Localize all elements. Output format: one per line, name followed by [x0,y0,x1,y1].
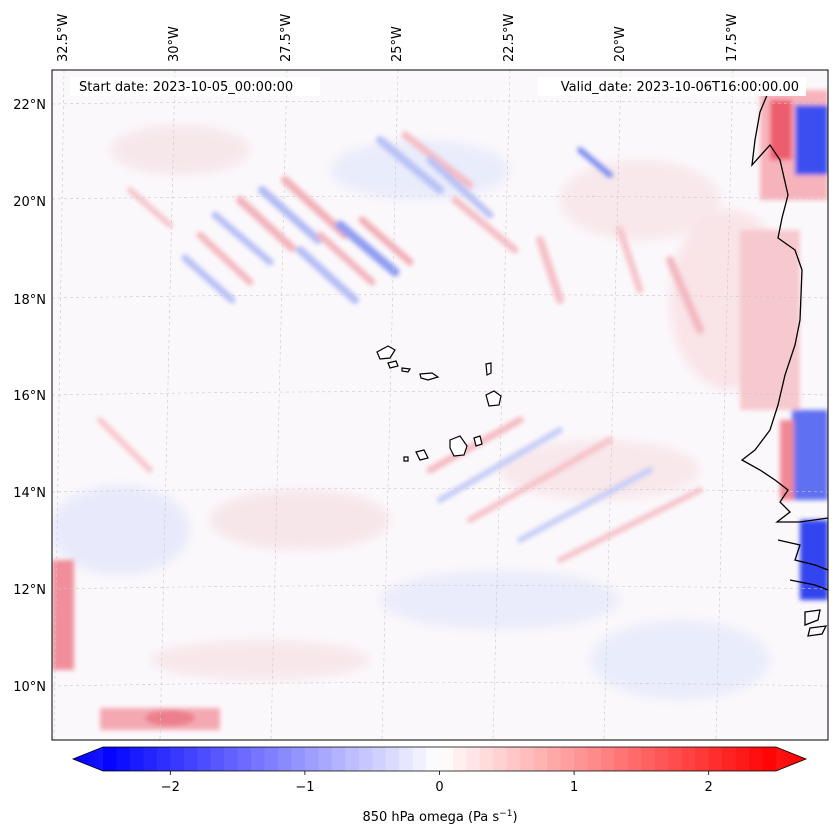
colorbar-band [277,747,292,771]
colorbar-band [708,747,723,771]
colorbar-band [722,747,737,771]
colorbar-band [183,747,198,771]
lat-label: 10°N [13,680,46,695]
colorbar-band [372,747,387,771]
gridlines [52,70,828,740]
colorbar-band [251,747,265,771]
colorbar-band [143,747,158,771]
colorbar-tick-label: 1 [570,780,578,795]
colorbar-tick-label: 2 [705,780,713,795]
colorbar-band [627,747,642,771]
colorbar-ticks: −2 −1 0 1 2 [161,771,713,795]
lon-label: 32.5°W [56,14,71,62]
lat-label: 18°N [13,293,46,308]
colorbar-band [156,747,171,771]
lat-label: 22°N [13,98,46,113]
colorbar-band [601,747,615,771]
lon-label: 25°W [390,26,405,62]
colorbar-band [668,747,683,771]
cape-verde-islands [376,345,502,462]
valid-date-label: Valid_date: 2023-10-06T16:00:00.00 [561,80,799,95]
colorbar-tick-label: −1 [295,780,314,795]
colorbar-band [291,747,306,771]
colorbar-band [641,747,656,771]
colorbar-band [493,747,508,771]
start-date-label: Start date: 2023-10-05_00:00:00 [79,80,293,95]
valid-date-box [538,77,806,96]
lon-label: 22.5°W [502,14,517,62]
lon-label: 27.5°W [279,14,294,62]
colorbar-tick-label: 0 [435,780,443,795]
lat-label: 14°N [13,486,46,501]
colorbar-band [735,747,750,771]
coastline [740,87,828,637]
lat-label: 20°N [13,195,46,210]
colorbar-band [345,747,360,771]
colorbar-outline [71,746,808,772]
colorbar-band [197,747,212,771]
colorbar-band [547,747,562,771]
colorbar-band [533,747,548,771]
colorbar-band [654,747,669,771]
colorbar-band [695,747,710,771]
colorbar-band [439,747,454,771]
map-frame [51,69,829,741]
lat-label: 16°N [13,389,46,404]
colorbar-label: 850 hPa omega (Pa s−1) [362,809,517,825]
colorbar-band [129,747,144,771]
colorbar-band [681,747,696,771]
colorbar-band [304,747,319,771]
colorbar-band [749,747,763,771]
colorbar: −2 −1 0 1 2 850 hPa omega (Pa s−1) [71,746,808,825]
omega-field [52,70,828,740]
colorbar-band [587,747,602,771]
colorbar-band [574,747,588,771]
colorbar-band [520,747,535,771]
colorbar-band [318,747,333,771]
colorbar-band [385,747,400,771]
colorbar-band [116,747,131,771]
colorbar-band [614,747,629,771]
colorbar-band [466,747,481,771]
colorbar-band [224,747,238,771]
colorbar-band [426,747,440,771]
lon-label: 20°W [613,26,628,62]
lon-label: 17.5°W [725,14,740,62]
colorbar-band [331,747,346,771]
colorbar-band [506,747,521,771]
start-date-box [70,77,320,96]
lon-label: 30°W [167,26,182,62]
colorbar-band [210,747,225,771]
colorbar-band [358,747,373,771]
colorbar-band [103,747,117,771]
colorbar-band [762,747,777,771]
lat-label: 12°N [13,583,46,598]
colorbar-band [560,747,575,771]
colorbar-band [237,747,252,771]
colorbar-band [452,747,467,771]
colorbar-steps [103,747,777,771]
colorbar-tick-label: −2 [161,780,180,795]
colorbar-band [479,747,494,771]
colorbar-band [412,747,427,771]
colorbar-band [399,747,413,771]
colorbar-band [170,747,185,771]
colorbar-band [264,747,279,771]
